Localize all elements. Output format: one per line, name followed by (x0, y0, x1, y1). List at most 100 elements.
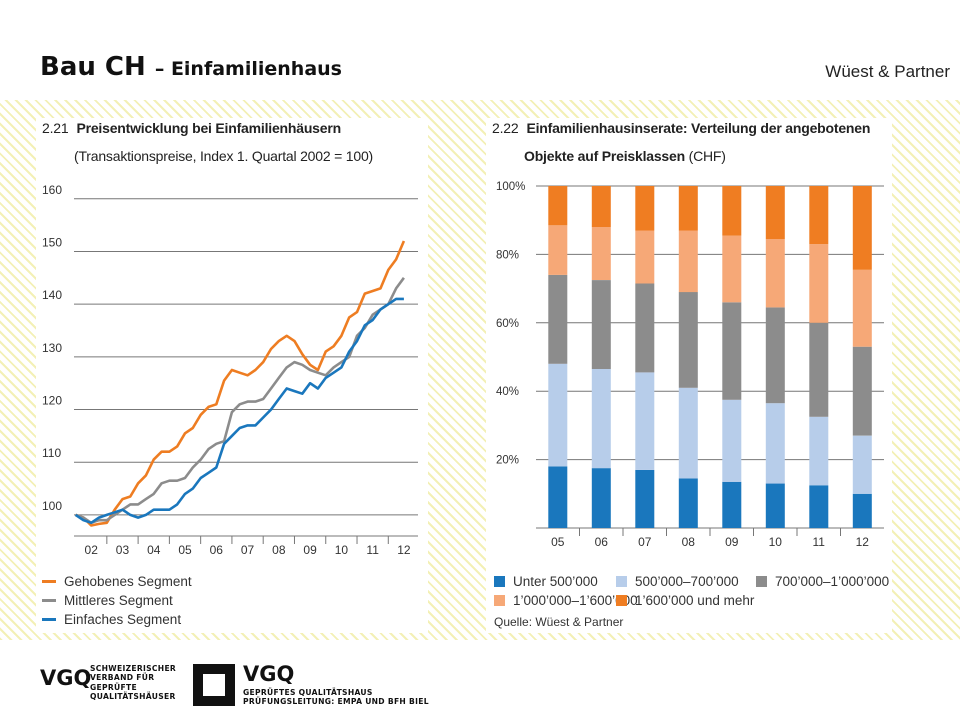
bar-segment-4 (765, 239, 785, 308)
brand-label: Wüest & Partner (825, 62, 950, 81)
slide-title: Bau CH – Einfamilienhaus (40, 52, 342, 82)
bar-segment-5 (765, 186, 785, 239)
x-tick-label: 10 (769, 535, 783, 549)
bar-segment-2 (809, 416, 829, 486)
vgq-quality-text: GEPRÜFTES QUALITÄTSHAUS PRÜFUNGSLEITUNG:… (243, 688, 429, 707)
bar-segment-3 (852, 346, 872, 436)
legend-item: 1’600’000 und mehr (616, 593, 754, 608)
x-tick-label: 06 (595, 535, 609, 549)
bar-segment-1 (722, 481, 742, 528)
x-tick-label: 12 (856, 535, 870, 549)
legend-item: Unter 500’000 (494, 574, 598, 589)
bar-segment-1 (852, 493, 872, 528)
bar-segment-2 (548, 363, 568, 467)
x-tick-label: 09 (725, 535, 739, 549)
bar-segment-5 (722, 186, 742, 236)
bar-segment-3 (548, 274, 568, 364)
legend-item: 500’000–700’000 (616, 574, 739, 589)
legend-label: Gehobenes Segment (64, 574, 192, 589)
x-tick-label: 04 (147, 543, 161, 557)
bar-segment-5 (678, 186, 698, 231)
bar-segment-5 (548, 186, 568, 226)
bar-segment-3 (809, 322, 829, 417)
bar-segment-5 (635, 186, 655, 231)
series-line-1 (75, 240, 406, 527)
legend-swatch (756, 576, 767, 587)
x-tick-label: 02 (85, 543, 99, 557)
y-tick-label: 120 (42, 394, 62, 408)
bar-segment-3 (722, 302, 742, 400)
legend-label: 1’600’000 und mehr (635, 593, 755, 608)
legend-swatch (42, 618, 56, 621)
y-tick-label: 140 (42, 288, 62, 302)
bar-chart-panel: 2.22 Einfamilienhausinserate: Verteilung … (486, 118, 892, 633)
bar-segment-1 (548, 466, 568, 528)
x-tick-label: 12 (397, 543, 411, 557)
bar-chart-number: 2.22 (492, 120, 519, 136)
bar-segment-4 (635, 230, 655, 284)
line-chart-panel: 2.21 Preisentwicklung bei Einfamilienhäus… (36, 118, 428, 633)
y-tick-label: 20% (496, 455, 519, 467)
legend-item: Gehobenes Segment (42, 572, 192, 591)
x-tick-label: 09 (303, 543, 317, 557)
x-tick-label: 11 (366, 543, 379, 557)
source-note: Quelle: Wüest & Partner (494, 615, 624, 629)
bar-chart-title-line1: Einfamilienhausinserate: Verteilung der … (526, 120, 871, 136)
x-tick-label: 07 (638, 535, 652, 549)
series-line-3 (74, 297, 404, 525)
bar-segment-5 (809, 186, 829, 245)
line-chart-title: 2.21 Preisentwicklung bei Einfamilienhäus… (42, 120, 341, 136)
bar-chart-title-line2: Objekte auf Preisklassen (CHF) (524, 148, 726, 164)
bar-segment-1 (765, 483, 785, 528)
legend-swatch (616, 576, 627, 587)
y-tick-label: 160 (42, 183, 62, 197)
bar-chart-title-line2-bold: Objekte auf Preisklassen (524, 148, 685, 164)
bar-segment-1 (678, 478, 698, 528)
legend-item: 700’000–1’000’000 (756, 574, 889, 589)
bar-segment-2 (591, 369, 611, 469)
bar-segment-1 (591, 468, 611, 528)
y-tick-label: 100% (496, 181, 525, 193)
bar-segment-3 (591, 280, 611, 369)
bar-segment-4 (548, 225, 568, 275)
y-tick-label: 130 (42, 341, 62, 355)
y-tick-label: 60% (496, 318, 519, 330)
y-tick-label: 100 (42, 499, 62, 513)
bar-segment-4 (591, 227, 611, 280)
y-tick-label: 40% (496, 386, 519, 398)
y-tick-label: 150 (42, 235, 62, 249)
x-tick-label: 10 (335, 543, 349, 557)
bar-segment-2 (635, 372, 655, 470)
y-tick-label: 80% (496, 249, 519, 261)
bar-segment-2 (722, 399, 742, 482)
legend-label: 700’000–1’000’000 (775, 574, 890, 589)
bar-segment-3 (678, 292, 698, 388)
bar-segment-4 (678, 230, 698, 293)
x-tick-label: 05 (178, 543, 192, 557)
x-tick-label: 08 (682, 535, 696, 549)
line-chart-title-text: Preisentwicklung bei Einfamilienhäusern (76, 120, 341, 136)
bar-segment-3 (635, 283, 655, 373)
line-chart-legend: Gehobenes Segment Mittleres Segment Einfac… (42, 572, 192, 629)
legend-label: 1’000’000–1’600’000 (513, 593, 638, 608)
legend-item: Mittleres Segment (42, 591, 192, 610)
vgq-logo-abbr: VGQ (40, 666, 92, 690)
x-tick-label: 11 (813, 535, 826, 549)
legend-label: Unter 500’000 (513, 574, 598, 589)
bar-chart: 20% 40% 60% 80% 100% 05 06 07 08 09 10 11 12 (496, 181, 884, 549)
bar-segment-4 (852, 269, 872, 347)
legend-item: Einfaches Segment (42, 610, 192, 629)
legend-label: Einfaches Segment (64, 612, 182, 627)
legend-label: 500’000–700’000 (635, 574, 739, 589)
legend-swatch (494, 576, 505, 587)
legend-label: Mittleres Segment (64, 593, 173, 608)
line-chart-subtitle: (Transaktionspreise, Index 1. Quartal 20… (74, 148, 374, 164)
bar-segment-1 (635, 469, 655, 528)
x-tick-label: 06 (210, 543, 224, 557)
bar-segment-5 (591, 186, 611, 227)
bar-chart-title-line2-rest: (CHF) (684, 148, 726, 164)
legend-item: 1’000’000–1’600’000 (494, 593, 638, 608)
y-tick-label: 110 (42, 446, 61, 460)
x-tick-label: 08 (272, 543, 286, 557)
bar-segment-2 (765, 403, 785, 484)
